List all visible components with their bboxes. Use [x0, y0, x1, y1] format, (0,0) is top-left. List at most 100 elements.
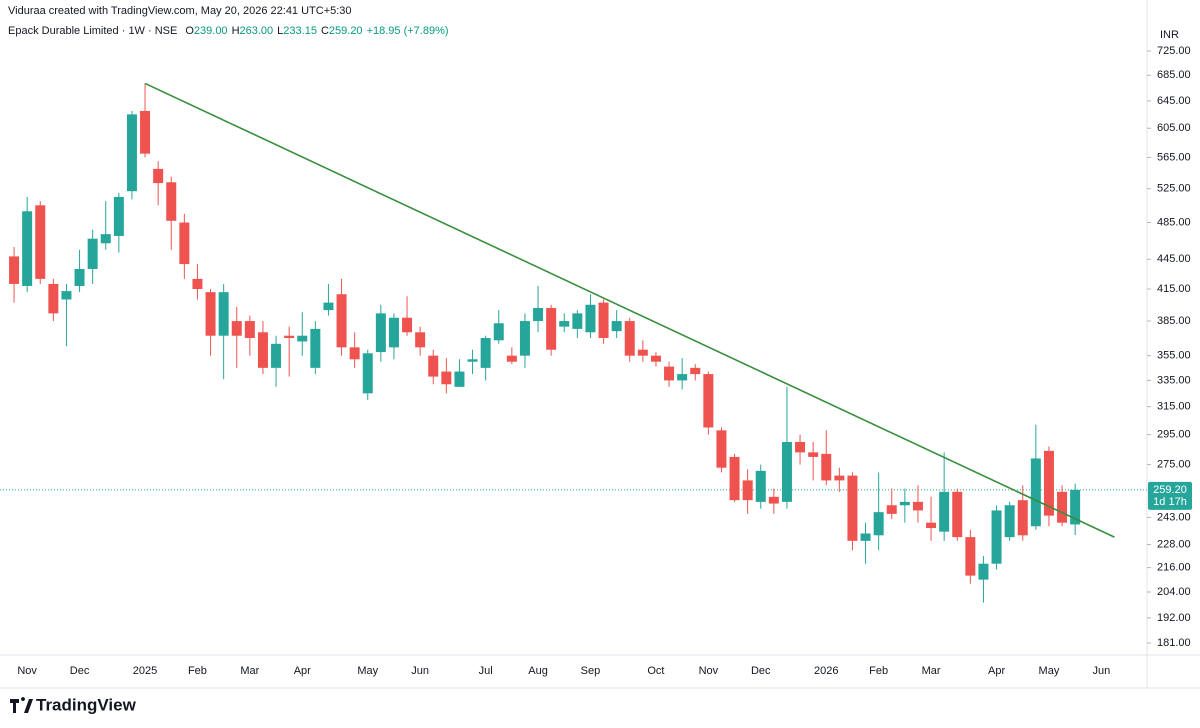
candle-body [624, 321, 635, 356]
x-tick-label: Feb [188, 665, 207, 677]
x-tick-label: Apr [294, 665, 311, 677]
y-tick-label: 243.00 [1157, 511, 1191, 523]
y-tick-label: 385.00 [1157, 315, 1191, 327]
ohlc-key: C [320, 25, 329, 37]
candle-body [388, 317, 399, 348]
candle-body [100, 234, 111, 244]
candle-body [113, 196, 124, 236]
candle-body [860, 533, 871, 541]
candle-body [362, 353, 373, 394]
y-tick-label: 315.00 [1157, 401, 1191, 413]
candle-body [231, 321, 242, 336]
last-price-label: 259.20 [1153, 484, 1187, 496]
x-tick-label: Dec [751, 665, 771, 677]
y-tick-label: 275.00 [1157, 459, 1191, 471]
candle-body [166, 182, 177, 221]
candle-body [1004, 505, 1015, 538]
candle-body [415, 332, 426, 348]
candle-body [1030, 458, 1041, 527]
candle-body [402, 317, 413, 333]
x-tick-label: Mar [922, 665, 941, 677]
ohlc-value: 263.00 [239, 25, 274, 37]
candle-body [441, 371, 452, 385]
candle-body [768, 496, 779, 504]
x-tick-label: Nov [17, 665, 37, 677]
y-tick-label: 335.00 [1157, 374, 1191, 386]
candle-body [781, 441, 792, 502]
candle-body [572, 313, 583, 329]
candle-body [991, 510, 1002, 564]
change: +18.95 (+7.89%) [366, 25, 449, 37]
candle-body [952, 491, 963, 538]
x-tick-label: May [1039, 665, 1060, 677]
x-tick-label: Apr [988, 665, 1005, 677]
candle-body [533, 307, 544, 322]
logo: TradingView [10, 695, 137, 714]
candle-body [9, 256, 20, 284]
candle-body [650, 355, 661, 362]
y-tick-label: 204.00 [1157, 586, 1191, 598]
candle-body [349, 347, 360, 360]
candle-body [48, 283, 59, 314]
ohlc-value: 259.20 [328, 25, 363, 37]
y-tick-label: 216.00 [1157, 562, 1191, 574]
y-tick-label: 415.00 [1157, 283, 1191, 295]
candle-body [310, 328, 321, 368]
candle-body [755, 470, 766, 502]
candle-body [729, 456, 740, 501]
ohlc-key: H [231, 25, 240, 37]
candle-body [179, 222, 190, 265]
candle-body [257, 332, 268, 368]
candle-body [677, 374, 688, 381]
ohlc: O239.00 H263.00 L233.15 C259.20 [185, 25, 366, 37]
candle-body [899, 501, 910, 506]
candle-body [912, 501, 923, 511]
ohlc-key: O [185, 25, 194, 37]
candle-body [323, 302, 334, 311]
candle-body [493, 323, 504, 341]
symbol: Epack Durable Limited · 1W · NSE [8, 25, 178, 37]
candle-body [284, 335, 295, 339]
y-tick-label: 181.00 [1157, 637, 1191, 649]
last-price-box [1148, 481, 1192, 510]
candle-body [480, 338, 491, 368]
candle-body [467, 359, 478, 362]
y-tick-label: 295.00 [1157, 429, 1191, 441]
x-tick-label: Feb [869, 665, 888, 677]
x-tick-label: Nov [699, 665, 719, 677]
x-tick-label: Oct [647, 665, 664, 677]
trendline [144, 82, 1115, 538]
candle-body [336, 294, 347, 348]
candle-body [140, 110, 151, 154]
x-tick-label: 2025 [133, 665, 157, 677]
currency-label: INR [1160, 29, 1179, 41]
candle-body [454, 371, 465, 387]
candle-body [585, 304, 596, 333]
candle-body [244, 321, 255, 339]
x-tick-label: 2026 [814, 665, 838, 677]
x-tick-label: May [357, 665, 378, 677]
y-tick-label: 565.00 [1157, 151, 1191, 163]
ohlc-key: L [277, 25, 284, 37]
x-tick-label: Dec [70, 665, 90, 677]
candle-body [35, 205, 46, 279]
x-tick-label: Mar [240, 665, 259, 677]
candle-body [559, 321, 570, 327]
candle-body [126, 114, 137, 192]
candle-body [886, 505, 897, 514]
candle-body [61, 291, 72, 300]
candle-body [22, 211, 33, 286]
candle-body [1043, 450, 1054, 516]
candle-body [192, 278, 203, 290]
y-tick-label: 485.00 [1157, 216, 1191, 228]
candle-body [74, 268, 85, 286]
x-tick-label: Aug [528, 665, 548, 677]
logo-icon [10, 697, 33, 713]
x-tick-label: Jun [411, 665, 429, 677]
candle-body [611, 321, 622, 332]
candle-body [506, 355, 517, 362]
legend: Epack Durable Limited · 1W · NSE O239.00 H… [8, 25, 453, 37]
candle-body [519, 321, 530, 356]
